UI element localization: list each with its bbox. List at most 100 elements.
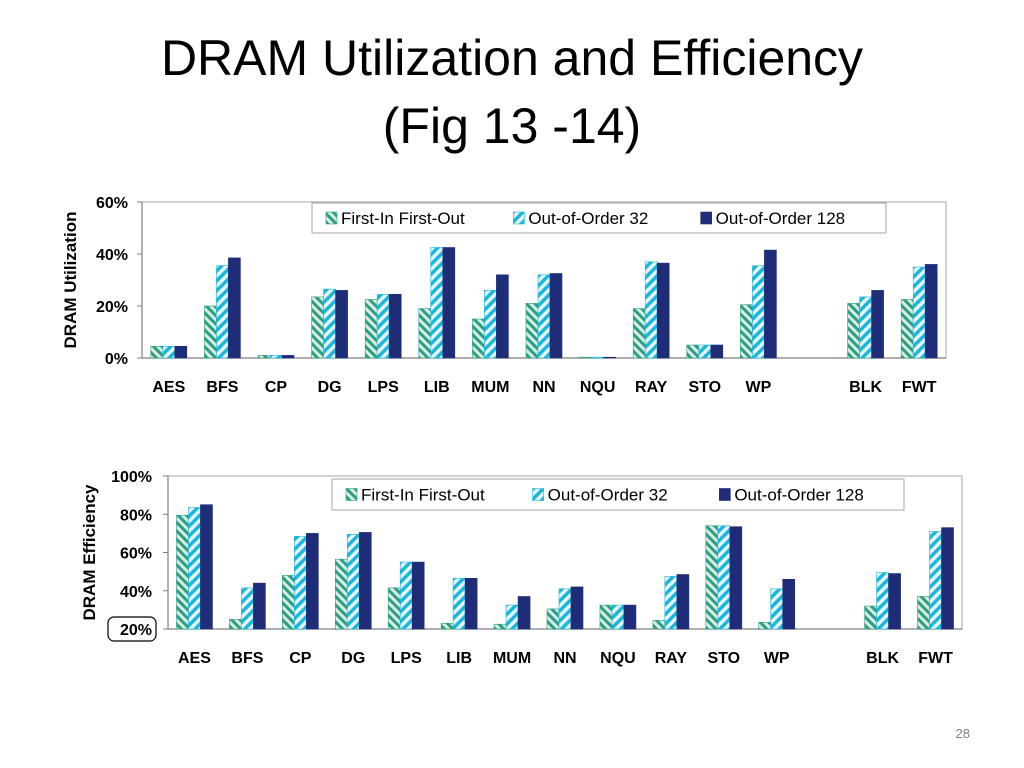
bar-fifo	[257, 355, 271, 359]
bar-fifo	[632, 308, 646, 359]
bar-ooo128	[656, 262, 670, 359]
x-category-label: AES	[178, 650, 211, 667]
legend: First-In First-Out Out-of-Order 32 Out-of-…	[311, 202, 887, 234]
bar-ooo128	[228, 257, 241, 359]
bar-ooo128	[764, 249, 777, 359]
x-category-label: NN	[532, 379, 555, 396]
y-tick-highlight-box	[107, 616, 157, 642]
legend-label-ooo128: Out-of-Order 128	[716, 209, 845, 228]
bar-ooo128	[517, 596, 531, 630]
y-tick-label: 40%	[120, 584, 152, 601]
bar-fifo	[847, 303, 860, 359]
legend-label-fifo: First-In First-Out	[341, 209, 465, 228]
bar-ooo32	[912, 266, 926, 359]
bar-ooo128	[924, 264, 938, 359]
x-category-label: RAY	[655, 650, 688, 667]
x-category-label: WP	[764, 650, 790, 667]
bar-ooo128	[782, 578, 796, 630]
bar-ooo128	[941, 527, 954, 630]
chart-dram-efficiency: 20% 40% 60% 80% 100% DRAM Efficiency AES BFS CP D…	[80, 469, 963, 667]
bar-ooo128	[442, 247, 456, 359]
y-tick-label: 20%	[120, 622, 152, 639]
bar-ooo32	[558, 588, 572, 630]
legend-label-fifo: First-In First-Out	[361, 486, 485, 505]
bar-ooo128	[603, 356, 616, 359]
legend-swatch-ooo128	[700, 211, 712, 225]
y-axis-label: DRAM Utilization	[61, 212, 80, 349]
x-category-label: LIB	[446, 650, 472, 667]
bar-fifo	[334, 558, 348, 630]
bar-fifo	[440, 622, 454, 630]
y-tick-label: 80%	[120, 507, 152, 524]
bar-ooo128	[358, 532, 372, 630]
y-tick-label: 0%	[105, 351, 128, 368]
x-category-label: BFS	[231, 650, 263, 667]
bar-fifo	[900, 299, 914, 359]
bar-ooo128	[570, 586, 584, 630]
x-category-label: NQU	[580, 379, 616, 396]
x-category-label: LPS	[391, 650, 422, 667]
x-category-label: AES	[152, 379, 185, 396]
y-tick-label: 100%	[111, 469, 152, 486]
bar-fifo	[579, 356, 592, 359]
legend-label-ooo128: Out-of-Order 128	[734, 486, 863, 505]
slide-title: DRAM Utilization and Efficiency (Fig 13 …	[0, 24, 1024, 160]
chart-dram-utilization: 0% 20% 40% 60% DRAM Utilization AES BFS CP DG LPS…	[61, 195, 947, 396]
bar-fifo	[311, 296, 324, 359]
bar-ooo128	[710, 344, 724, 359]
bar-ooo32	[591, 356, 604, 359]
x-category-label: CP	[265, 379, 288, 396]
bar-ooo32	[752, 265, 765, 359]
bar-ooo128	[200, 504, 213, 630]
legend-label-ooo32: Out-of-Order 32	[548, 486, 668, 505]
x-category-label: MUM	[493, 650, 531, 667]
bar-ooo32	[505, 604, 519, 630]
x-category-label: BLK	[866, 650, 899, 667]
bar-ooo32	[717, 525, 731, 630]
bar-fifo	[652, 620, 666, 630]
bar-fifo	[705, 525, 719, 630]
bar-ooo128	[306, 533, 319, 630]
legend-swatch-fifo	[325, 211, 338, 225]
bar-fifo	[387, 587, 401, 630]
bar-ooo32	[430, 247, 444, 359]
bar-ooo32	[929, 531, 942, 630]
x-category-label: WP	[746, 379, 772, 396]
slide-title-line-2: (Fig 13 -14)	[382, 98, 642, 154]
bar-ooo128	[729, 526, 743, 630]
bar-ooo128	[281, 355, 295, 359]
bar-ooo32	[346, 534, 360, 630]
legend: First-In First-Out Out-of-Order 32 Out-of-…	[331, 478, 905, 511]
x-category-label: DG	[341, 650, 365, 667]
bar-ooo32	[859, 296, 872, 359]
bar-ooo128	[464, 578, 478, 630]
bar-ooo128	[388, 293, 402, 359]
bar-ooo32	[537, 274, 551, 359]
bar-ooo32	[269, 355, 283, 359]
x-category-label: LPS	[368, 379, 399, 396]
bar-ooo32	[452, 578, 466, 630]
legend-swatch-ooo32	[513, 211, 525, 225]
bar-ooo128	[335, 290, 348, 359]
bar-ooo128	[411, 561, 425, 630]
bar-ooo32	[216, 265, 229, 359]
x-category-label: STO	[707, 650, 740, 667]
bar-fifo	[686, 344, 700, 359]
bar-fifo	[364, 299, 378, 359]
legend-box	[311, 202, 887, 234]
y-tick-label: 60%	[96, 195, 128, 212]
y-tick-label: 40%	[96, 247, 128, 264]
bar-ooo32	[770, 588, 784, 630]
bar-fifo	[525, 303, 539, 359]
x-category-label: DG	[318, 379, 342, 396]
bar-ooo32	[188, 507, 201, 630]
bar-ooo128	[623, 604, 637, 630]
bar-ooo128	[174, 345, 188, 359]
bar-ooo32	[241, 587, 254, 630]
x-category-label: FWT	[918, 650, 953, 667]
bar-fifo	[758, 622, 772, 630]
bar-ooo128	[871, 290, 884, 359]
y-tick-label: 60%	[120, 546, 152, 563]
bar-ooo128	[496, 274, 509, 359]
